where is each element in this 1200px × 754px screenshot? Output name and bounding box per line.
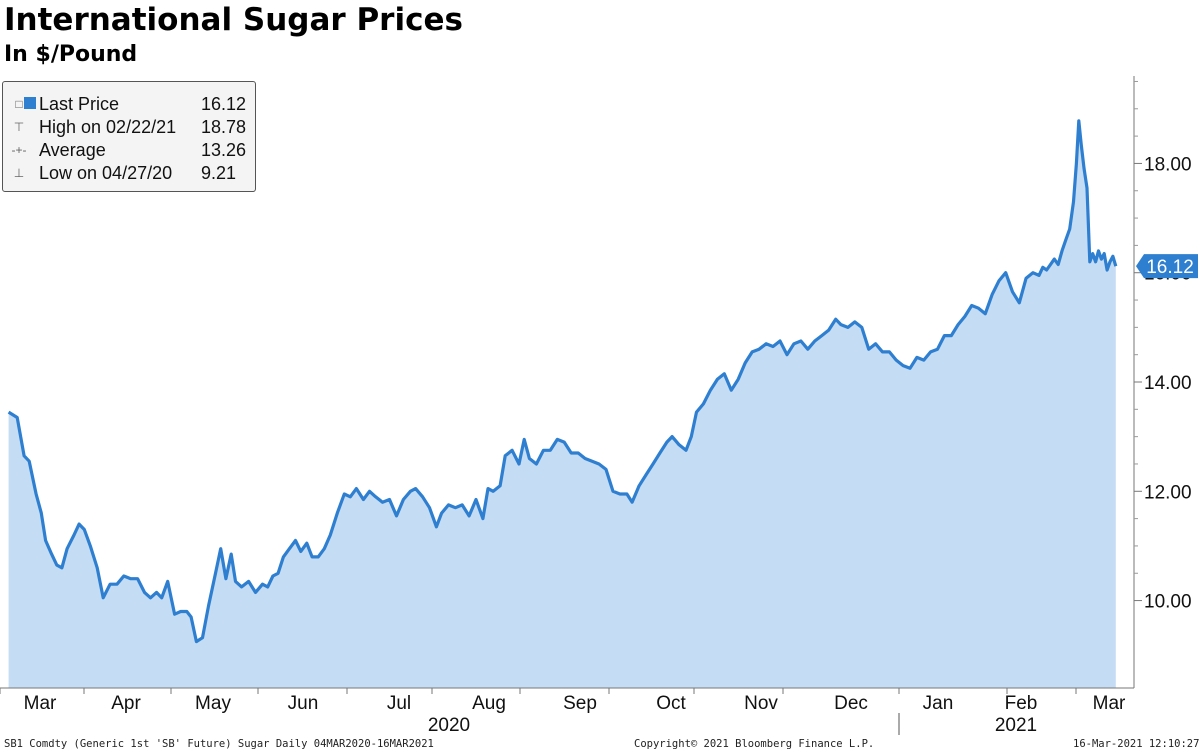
legend-label: Average xyxy=(39,140,106,160)
price-line xyxy=(7,119,1118,644)
footer-timestamp: 16-Mar-2021 12:10:27 xyxy=(1073,738,1200,750)
price-area-fill xyxy=(8,120,1116,689)
x-month-label: Apr xyxy=(111,693,141,714)
x-year-label: 2020 xyxy=(428,715,470,736)
legend-marker-icon: □ xyxy=(15,97,23,111)
y-tick-label: 14.00 xyxy=(1144,373,1192,394)
x-year-label: 2021 xyxy=(995,715,1037,736)
x-month-label: Sep xyxy=(563,693,597,714)
last-price-tag: 16.12 xyxy=(1136,254,1198,279)
legend-value: 13.26 xyxy=(201,140,247,160)
footer-copyright: Copyright© 2021 Bloomberg Finance L.P. xyxy=(634,738,875,750)
legend-value: 16.12 xyxy=(201,94,247,114)
last-price-tag-label: 16.12 xyxy=(1146,257,1194,278)
legend-marker-icon: ⊥ xyxy=(13,166,25,180)
legend-label: High on 02/22/21 xyxy=(39,117,177,137)
legend-item-low: ⊥ Low on 04/27/20 9.21 xyxy=(3,162,253,184)
legend-marker-icon: ⊤ xyxy=(13,120,25,134)
legend-item-high: ⊤ High on 02/22/21 18.78 xyxy=(3,116,253,138)
x-month-label: Jun xyxy=(288,693,319,714)
legend-label: Last Price xyxy=(39,94,120,114)
y-tick-label: 10.00 xyxy=(1144,592,1192,613)
legend-value: 9.21 xyxy=(201,163,237,183)
x-month-label: Feb xyxy=(1005,693,1038,714)
legend-value: 18.78 xyxy=(201,117,247,137)
x-month-label: Nov xyxy=(744,693,778,714)
y-tick-label: 12.00 xyxy=(1144,482,1192,503)
legend-item-average: -+- Average 13.26 xyxy=(3,139,253,161)
x-month-label: Jul xyxy=(387,693,411,714)
y-tick-label: 18.00 xyxy=(1144,154,1192,175)
x-month-label: Mar xyxy=(24,693,57,714)
footer-source: SB1 Comdty (Generic 1st 'SB' Future) Sug… xyxy=(4,738,434,750)
x-month-label: Dec xyxy=(834,693,868,714)
chart-subtitle: In $/Pound xyxy=(4,42,138,67)
x-month-label: Aug xyxy=(472,693,506,714)
legend-swatch-icon xyxy=(24,97,36,109)
legend-box: □ Last Price 16.12 ⊤ High on 02/22/21 18… xyxy=(2,81,256,192)
chart-title: International Sugar Prices xyxy=(4,2,463,38)
legend-item-last-price: □ Last Price 16.12 xyxy=(3,93,253,115)
legend-marker-icon: -+- xyxy=(11,143,27,157)
x-month-label: Oct xyxy=(656,693,686,714)
x-month-label: Mar xyxy=(1093,693,1126,714)
x-month-label: May xyxy=(195,693,231,714)
last-price-tag-shape xyxy=(1136,254,1198,279)
x-month-label: Jan xyxy=(923,693,954,714)
legend-label: Low on 04/27/20 xyxy=(39,163,173,183)
